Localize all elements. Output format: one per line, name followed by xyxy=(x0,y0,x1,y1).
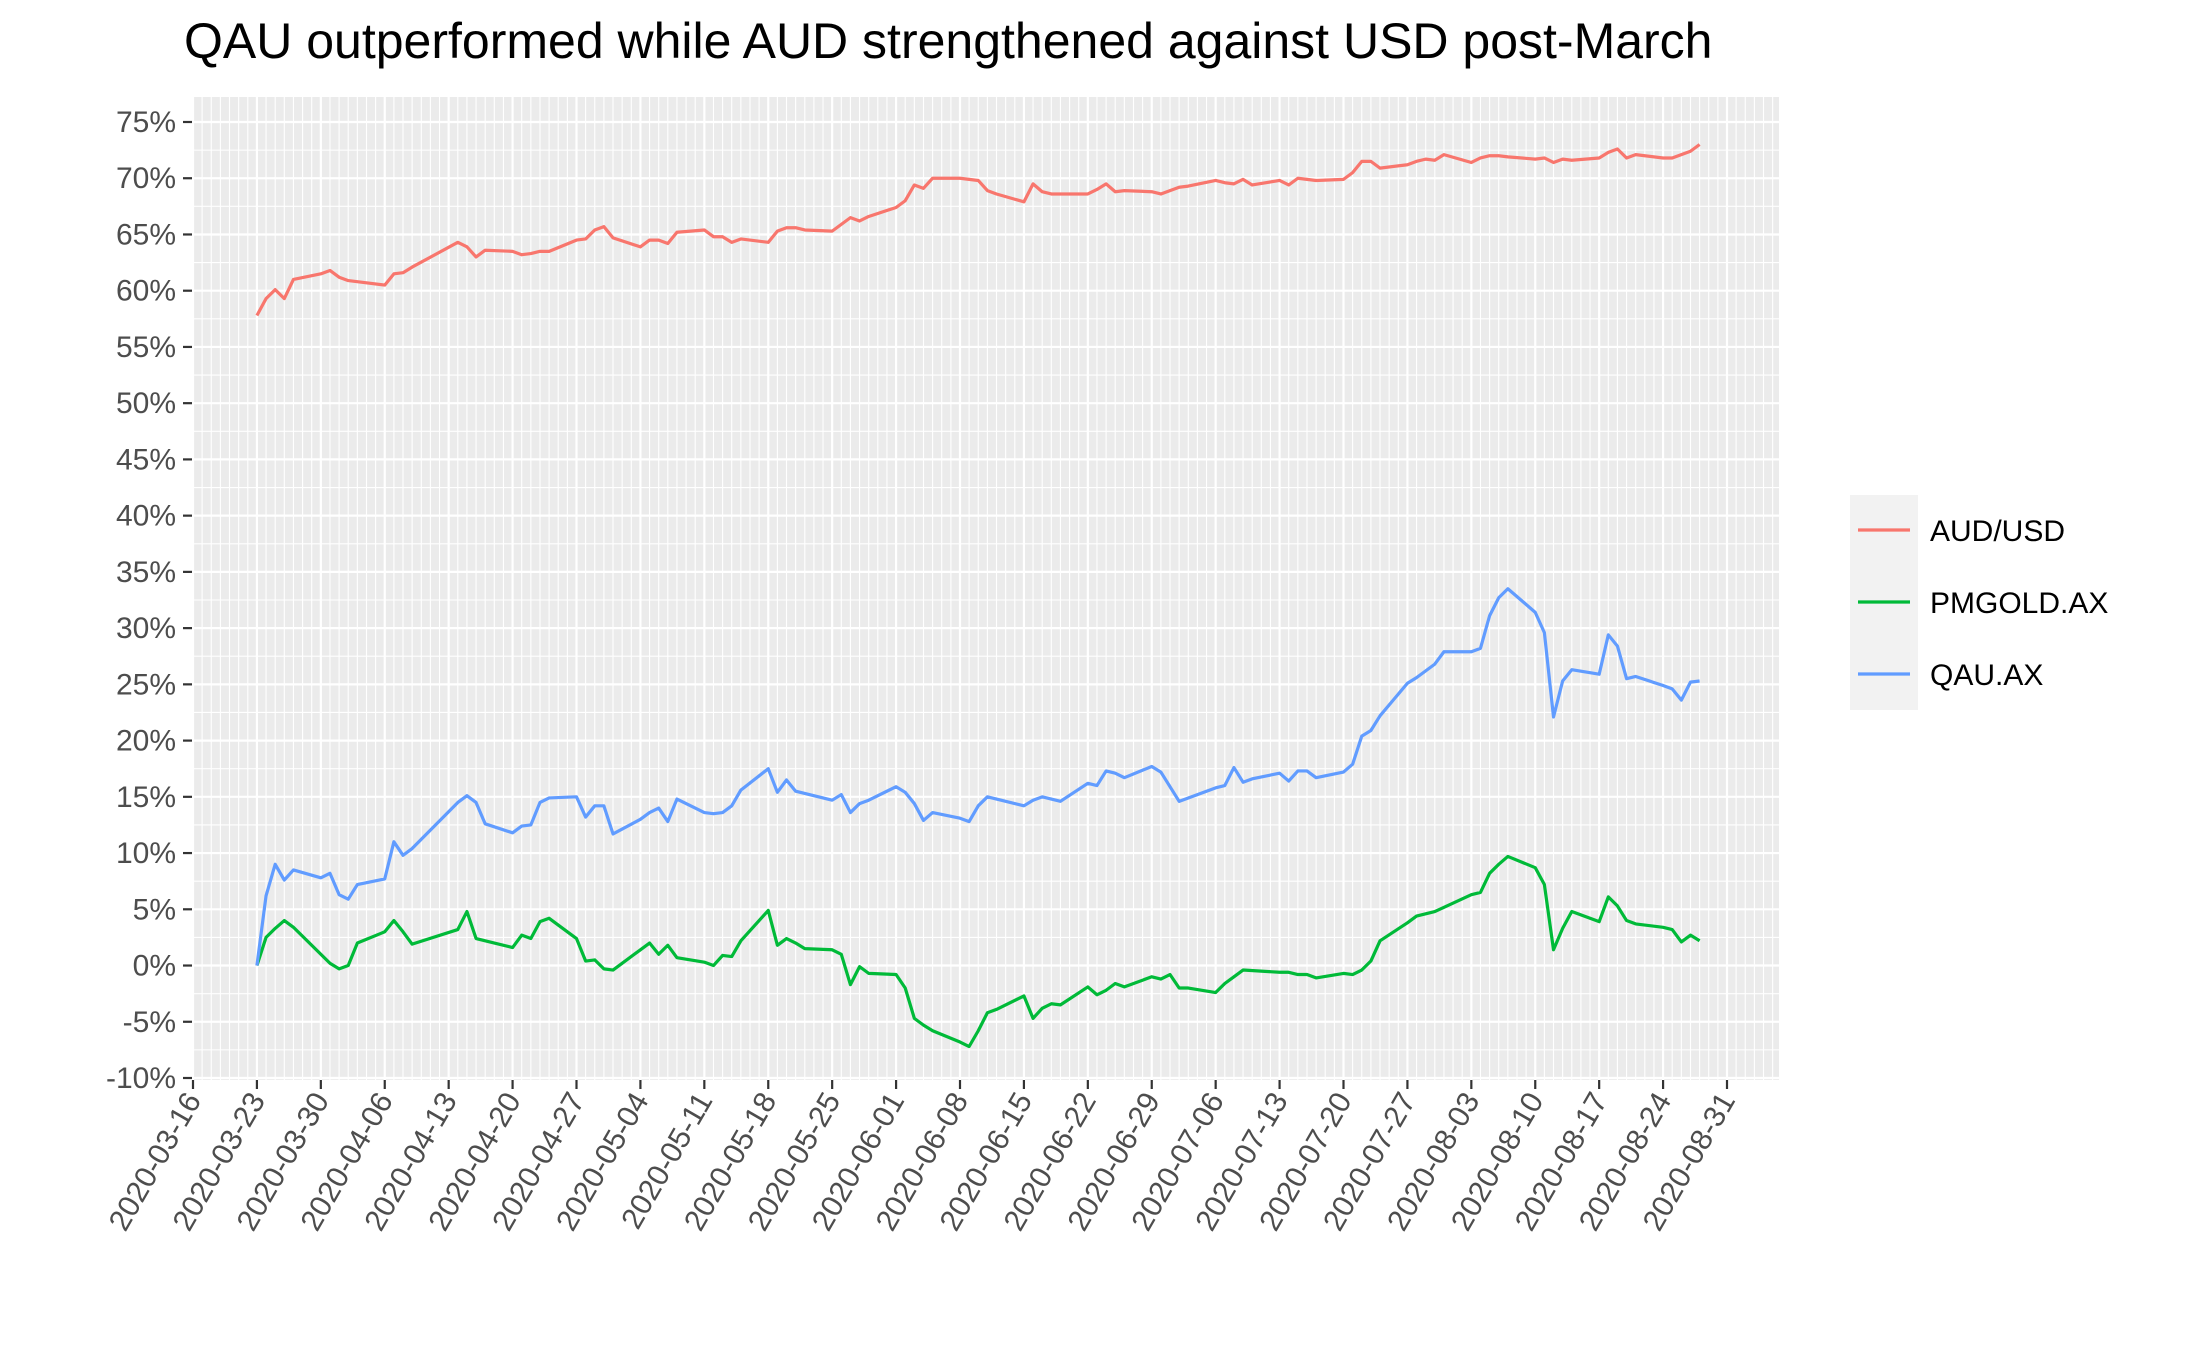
y-tick-label: 70% xyxy=(116,162,176,195)
y-tick-label: 25% xyxy=(116,668,176,701)
y-tick-label: 20% xyxy=(116,725,176,758)
series-line-qau-ax xyxy=(255,587,1700,966)
y-tick-label: 10% xyxy=(116,837,176,870)
y-axis: -10% -5% 0% 5% 10% 15% 20% 25% 30% 35% 40% 45% 50% 55… xyxy=(106,106,192,1095)
legend-label-aud-usd: AUD/USD xyxy=(1930,515,2065,548)
legend-label-pmgold-ax: PMGOLD.AX xyxy=(1930,587,2108,620)
y-tick-label: -5% xyxy=(123,1006,176,1039)
y-tick-label: 5% xyxy=(133,893,176,926)
legend-label-qau-ax: QAU.AX xyxy=(1930,659,2043,692)
series-line-aud-usd xyxy=(255,143,1701,317)
y-tick-label: 60% xyxy=(116,275,176,308)
y-tick-label: 45% xyxy=(116,443,176,476)
plot-panel-background xyxy=(192,97,1779,1080)
legend: AUD/USD PMGOLD.AX QAU.AX xyxy=(1850,495,2108,710)
y-tick-label: 30% xyxy=(116,612,176,645)
y-tick-label: 55% xyxy=(116,331,176,364)
y-tick-label: 50% xyxy=(116,387,176,420)
chart-title: QAU outperformed while AUD strengthened … xyxy=(184,13,1713,69)
y-tick-label: -10% xyxy=(106,1062,176,1095)
y-tick-label: 65% xyxy=(116,218,176,251)
y-tick-label: 0% xyxy=(133,950,176,983)
x-axis: 2020-03-162020-03-232020-03-302020-04-06… xyxy=(103,1080,1742,1236)
y-tick-label: 75% xyxy=(116,106,176,139)
series-line-pmgold-ax xyxy=(255,854,1701,1049)
y-tick-label: 15% xyxy=(116,781,176,814)
y-tick-label: 40% xyxy=(116,500,176,533)
series-lines xyxy=(255,143,1701,1049)
y-tick-label: 35% xyxy=(116,556,176,589)
